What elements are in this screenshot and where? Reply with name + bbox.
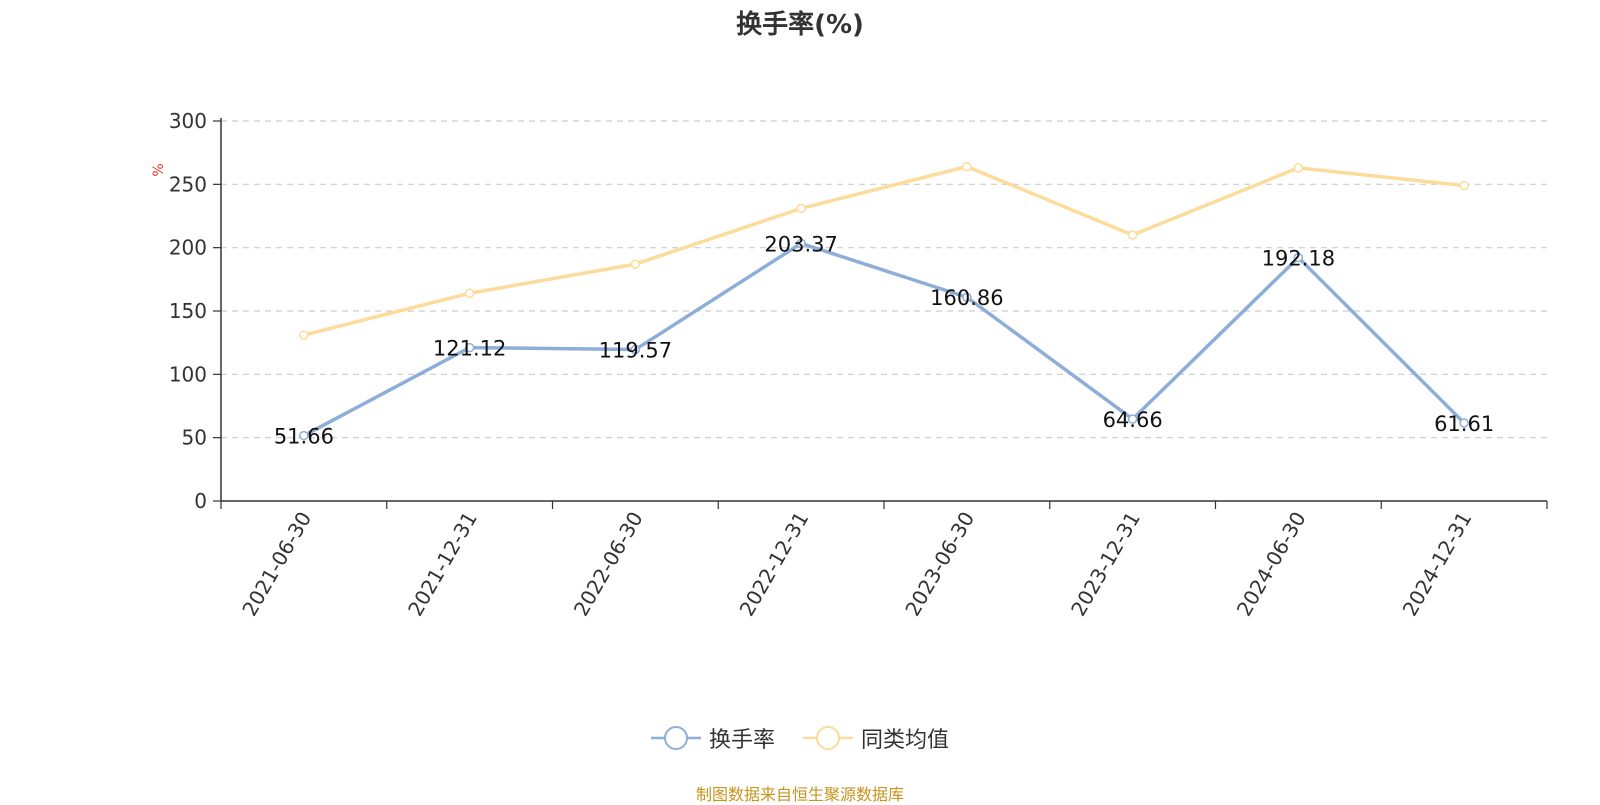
legend-line-marker-icon [650, 726, 701, 750]
legend-swatch-circle [663, 726, 688, 750]
y-tick-label: 150 [169, 299, 207, 323]
data-point [796, 203, 806, 214]
legend-item[interactable]: 同类均值 [803, 722, 949, 754]
y-tick-label: 300 [169, 109, 207, 133]
y-tick-label: 100 [169, 362, 207, 386]
data-label: 192.18 [1262, 247, 1335, 271]
x-tick-label: 2022-06-30 [569, 508, 648, 621]
data-label: 64.66 [1103, 408, 1163, 432]
data-label: 121.12 [433, 337, 506, 361]
data-label: 160.86 [930, 286, 1003, 310]
data-label: 51.66 [274, 425, 334, 449]
legend-item[interactable]: 换手率 [650, 722, 775, 754]
x-tick-label: 2024-12-31 [1398, 508, 1477, 621]
legend-swatch-circle [816, 726, 840, 750]
legend-label: 换手率 [708, 728, 775, 753]
source-note: 制图数据来自恒生聚源数据库 [695, 785, 904, 804]
data-point [1127, 414, 1138, 424]
legend: 换手率 同类均值 [0, 722, 1600, 754]
data-label: 119.57 [599, 339, 672, 363]
data-point [630, 259, 641, 269]
axes: 0 50 100 150 200 250 300% 2021-06-30 2021-12-31 2… [151, 109, 1548, 621]
data-point [796, 238, 806, 249]
data-point [299, 430, 309, 441]
y-tick-label: 250 [169, 172, 207, 196]
y-axis-label: % [151, 163, 167, 176]
data-label: 203.37 [764, 232, 837, 256]
data-point [962, 292, 972, 302]
data-point [1127, 230, 1138, 240]
x-tick-label: 2021-06-30 [237, 508, 316, 621]
series-lines [299, 161, 1469, 441]
x-tick-label: 2023-12-31 [1066, 508, 1145, 621]
y-tick-label: 0 [194, 489, 207, 513]
data-labels: 51.66 121.12 119.57 203.37 160.86 64.66 192.18… [274, 232, 1494, 448]
legend-line-marker-icon [803, 726, 853, 750]
data-point [1293, 252, 1304, 263]
y-tick-label: 200 [169, 236, 207, 260]
data-point [299, 330, 309, 340]
data-point [1459, 418, 1469, 428]
data-label: 61.61 [1434, 412, 1494, 436]
grid-lines [221, 120, 1547, 439]
x-tick-label: 2024-06-30 [1232, 508, 1311, 621]
data-point [464, 288, 475, 299]
series-line [303, 164, 1465, 337]
data-point [1293, 163, 1304, 173]
x-tick-label: 2022-12-31 [735, 508, 814, 621]
data-point [962, 161, 972, 172]
data-point [1459, 180, 1469, 191]
x-tick-label: 2023-06-30 [900, 508, 979, 621]
legend-label: 同类均值 [861, 728, 950, 753]
series-line [303, 241, 1466, 438]
y-tick-label: 50 [182, 426, 207, 450]
data-point [464, 342, 475, 353]
chart-title: 换手率(%) [736, 10, 864, 40]
data-point [630, 344, 641, 355]
x-tick-label: 2021-12-31 [403, 508, 482, 621]
